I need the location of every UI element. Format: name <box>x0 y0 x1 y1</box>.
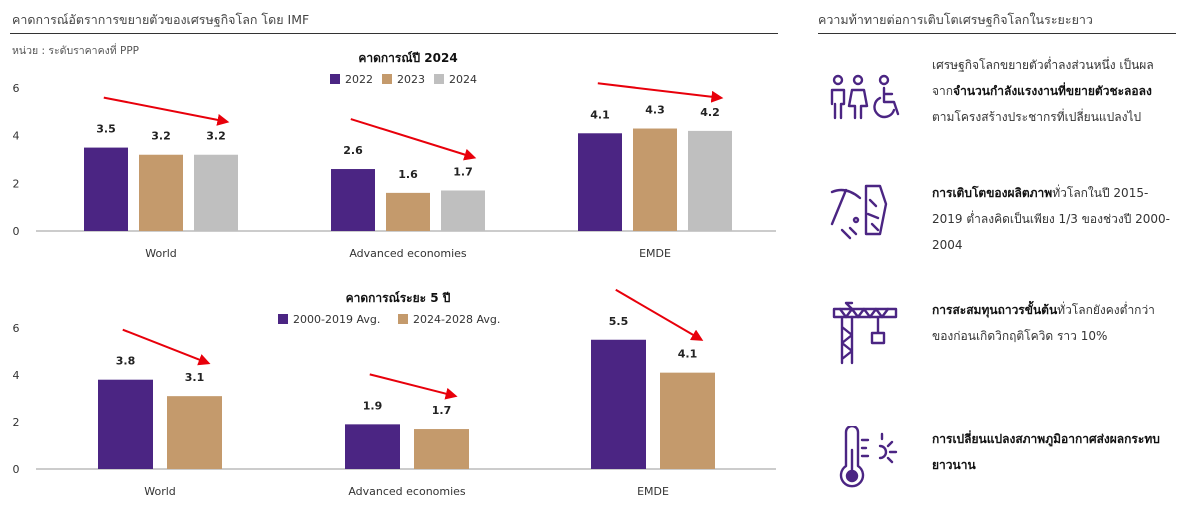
data-label: 3.1 <box>185 371 205 384</box>
y-tick-label: 6 <box>13 322 20 335</box>
chart-title: คาดการณ์ปี 2024 <box>358 51 457 65</box>
data-label: 4.1 <box>678 348 698 361</box>
legend-label: 2022 <box>345 73 373 86</box>
bar <box>331 169 375 231</box>
challenge-text-labor: เศรษฐกิจโลกขยายตัวต่ำลงส่วนหนึ่ง เป็นผลจ… <box>932 58 1154 124</box>
data-label: 3.2 <box>206 130 226 143</box>
bar <box>194 154 238 231</box>
right-panel-divider <box>818 33 1176 34</box>
trend-arrow <box>615 288 704 341</box>
challenge-item-capital: การสะสมทุนถาวรขั้นต้นทั่วโลกยังคงต่ำกว่า… <box>826 297 1176 387</box>
chart-title: คาดการณ์ระยะ 5 ปี <box>346 291 451 305</box>
data-label: 2.6 <box>343 144 363 157</box>
data-label: 3.5 <box>96 123 116 136</box>
category-label: World <box>144 485 176 498</box>
bar <box>167 396 222 469</box>
bar <box>660 372 715 469</box>
y-tick-label: 4 <box>13 130 20 143</box>
right-panel-title: ความท้าทายต่อการเติบโตเศรษฐกิจโลกในระยะย… <box>818 12 1093 27</box>
category-label: EMDE <box>639 247 671 260</box>
legend-swatch <box>382 74 392 84</box>
left-panel-divider <box>10 33 778 34</box>
chart-forecast-5-year: คาดการณ์ระยะ 5 ปี 2000-2019 Avg. 2024-2028… <box>13 288 776 498</box>
challenge-item-labor: เศรษฐกิจโลกขยายตัวต่ำลงส่วนหนึ่ง เป็นผลจ… <box>826 52 1176 142</box>
data-label: 5.5 <box>609 315 629 328</box>
legend-label: 2000-2019 Avg. <box>293 313 380 326</box>
bar <box>633 128 677 231</box>
pickaxe-mining-icon <box>826 180 896 250</box>
bar <box>98 379 153 469</box>
bar <box>578 133 622 231</box>
category-label: EMDE <box>637 485 669 498</box>
challenge-text-productivity: การเติบโตของผลิตภาพทั่วโลกในปี 2015-2019… <box>932 186 1170 252</box>
y-tick-label: 0 <box>13 463 20 476</box>
people-accessibility-icon <box>826 52 900 122</box>
left-panel-title: คาดการณ์อัตราการขยายตัวของเศรษฐกิจโลก โด… <box>12 12 310 27</box>
trend-arrow <box>122 328 211 366</box>
trend-arrow <box>350 118 477 161</box>
bar <box>386 192 430 231</box>
y-tick-label: 0 <box>13 225 20 238</box>
challenge-text-climate: การเปลี่ยนแปลงสภาพภูมิอากาศส่งผลกระทบยาว… <box>932 432 1160 472</box>
data-label: 1.9 <box>363 399 383 412</box>
data-label: 3.2 <box>151 130 171 143</box>
legend-swatch <box>398 314 408 324</box>
data-label: 4.3 <box>645 104 665 117</box>
data-label: 1.7 <box>453 165 473 178</box>
chart-forecast-2024: คาดการณ์ปี 2024 2022 2023 2024 0 2 4 6 3.5 3.2 3.2… <box>13 51 776 260</box>
challenge-text-capital: การสะสมทุนถาวรขั้นต้นทั่วโลกยังคงต่ำกว่า… <box>932 303 1155 343</box>
unit-note: หน่วย : ระดับราคาคงที่ PPP <box>12 45 139 57</box>
bar <box>688 130 732 231</box>
bar <box>139 154 183 231</box>
bar <box>441 190 485 231</box>
data-label: 3.8 <box>116 355 136 368</box>
trend-arrow <box>369 373 458 400</box>
trend-arrow <box>103 96 230 126</box>
category-label: World <box>145 247 177 260</box>
challenge-item-climate: การเปลี่ยนแปลงสภาพภูมิอากาศส่งผลกระทบยาว… <box>826 424 1176 516</box>
legend-label: 2023 <box>397 73 425 86</box>
data-label: 4.2 <box>700 106 720 119</box>
data-label: 1.6 <box>398 168 418 181</box>
category-label: Advanced economies <box>349 247 467 260</box>
legend-label: 2024-2028 Avg. <box>413 313 500 326</box>
legend-label: 2024 <box>449 73 477 86</box>
bar <box>414 429 469 469</box>
legend-swatch <box>330 74 340 84</box>
y-tick-label: 4 <box>13 369 20 382</box>
data-label: 1.7 <box>432 404 452 417</box>
challenge-item-productivity: การเติบโตของผลิตภาพทั่วโลกในปี 2015-2019… <box>826 180 1176 270</box>
bar <box>84 147 128 231</box>
trend-arrow <box>597 82 724 103</box>
bar <box>591 339 646 469</box>
construction-crane-icon <box>826 297 898 367</box>
y-tick-label: 6 <box>13 82 20 95</box>
legend-swatch <box>278 314 288 324</box>
y-tick-label: 2 <box>13 177 20 190</box>
category-label: Advanced economies <box>348 485 466 498</box>
thermometer-sun-icon <box>826 424 898 496</box>
data-label: 4.1 <box>590 108 610 121</box>
legend-swatch <box>434 74 444 84</box>
y-tick-label: 2 <box>13 416 20 429</box>
bar <box>345 424 400 469</box>
